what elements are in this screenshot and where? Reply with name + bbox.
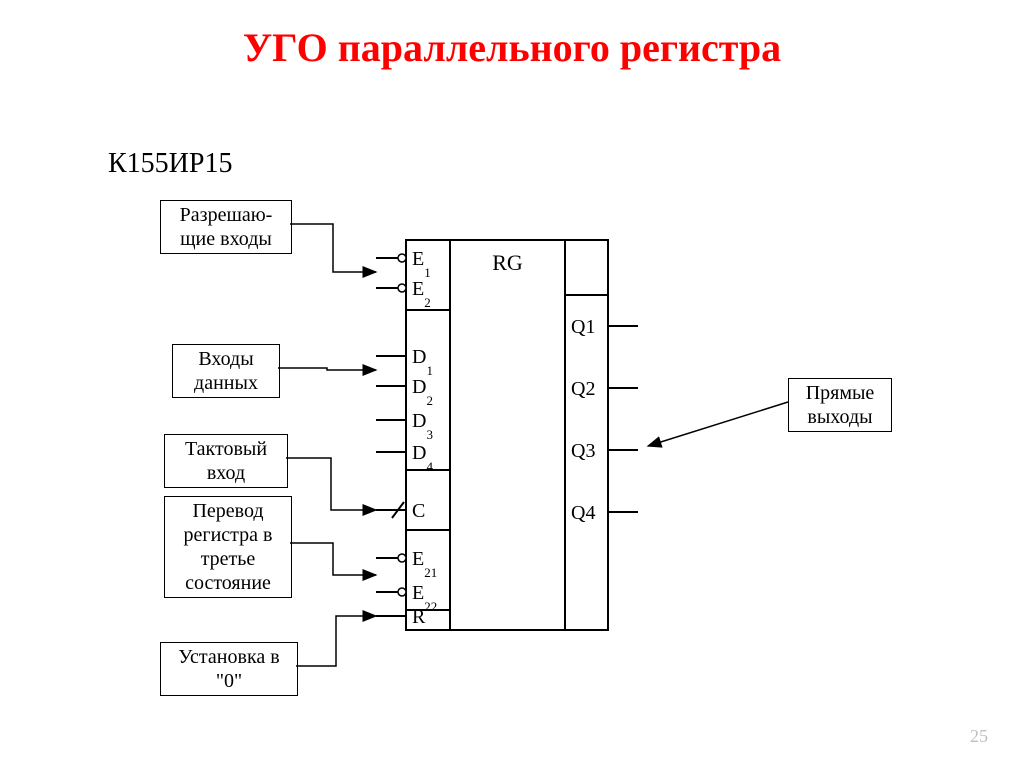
- register-diagram: RG E1E2D1D2D3D4CE21E22R Q1Q2Q3Q4: [0, 0, 1024, 767]
- svg-text:RG: RG: [492, 250, 523, 275]
- svg-text:Q4: Q4: [571, 502, 595, 524]
- svg-text:Q1: Q1: [571, 316, 595, 338]
- svg-text:Q3: Q3: [571, 440, 595, 462]
- svg-text:Q2: Q2: [571, 378, 595, 400]
- svg-text:C: C: [412, 500, 425, 522]
- svg-text:R: R: [412, 606, 426, 628]
